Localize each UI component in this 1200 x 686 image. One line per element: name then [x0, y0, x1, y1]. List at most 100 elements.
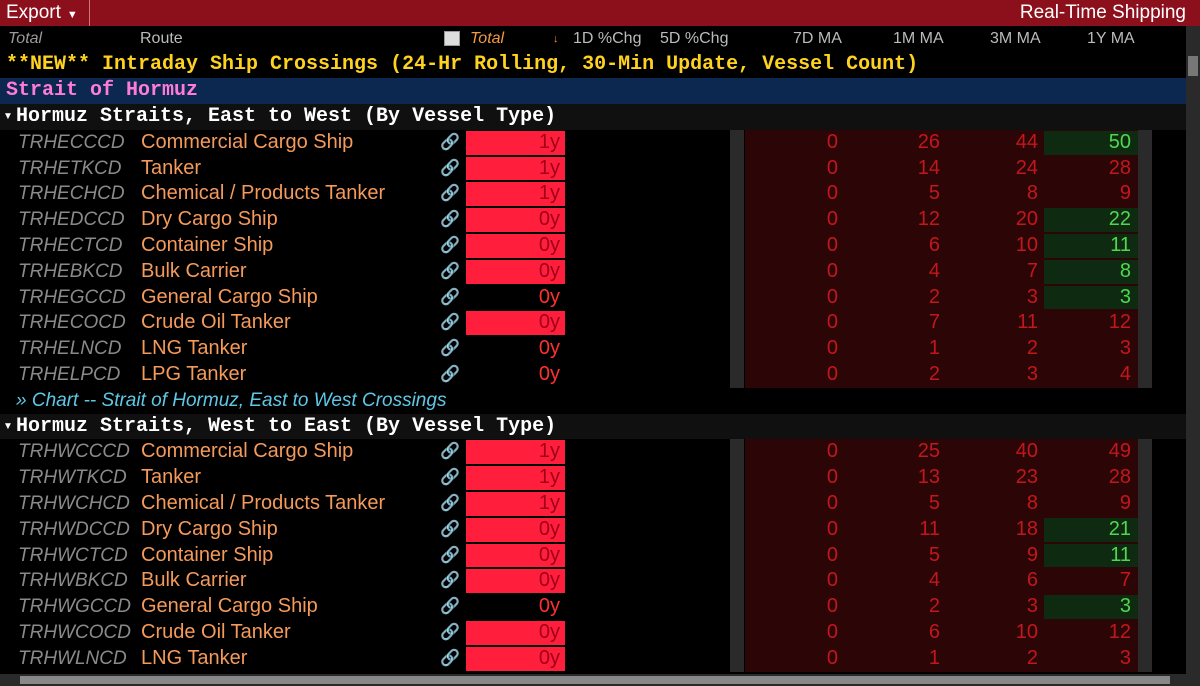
link-icon[interactable]: 🔗 — [440, 237, 460, 254]
route-name[interactable]: Bulk Carrier — [141, 259, 247, 282]
route-name[interactable]: Dry Cargo Ship — [141, 208, 278, 231]
scrollbar-vertical[interactable] — [1186, 26, 1200, 674]
total-value: 0y — [538, 569, 560, 592]
route-name[interactable]: Bulk Carrier — [141, 569, 247, 592]
link-icon[interactable]: 🔗 — [440, 314, 460, 332]
ma-1m: 1 — [928, 646, 940, 669]
group-header[interactable]: Hormuz Straits, East to West (By Vessel … — [0, 104, 1186, 130]
ticker[interactable]: TRHEBKCD — [18, 260, 123, 282]
ticker[interactable]: TRHECHCD — [18, 183, 125, 205]
ticker[interactable]: TRHWCOCD — [18, 622, 131, 643]
route-name[interactable]: Crude Oil Tanker — [141, 621, 291, 643]
column-header[interactable]: 3M MA — [990, 30, 1041, 47]
export-button[interactable]: Export ▼ — [0, 0, 90, 26]
link-icon[interactable]: 🔗 — [440, 262, 460, 280]
ma-1m: 5 — [928, 492, 940, 514]
export-label[interactable]: Export — [6, 2, 61, 23]
ticker[interactable]: TRHEGCCD — [18, 286, 126, 308]
ma-3m: 6 — [1026, 569, 1038, 592]
total-highlight — [466, 440, 565, 465]
ticker[interactable]: TRHECTCD — [18, 235, 123, 256]
route-name[interactable]: LNG Tanker — [141, 646, 248, 669]
column-header[interactable]: 1M MA — [893, 30, 944, 47]
link-icon[interactable]: 🔗 — [440, 159, 460, 177]
total-highlight — [466, 182, 565, 207]
ma-1y: 28 — [1108, 156, 1131, 179]
link-icon[interactable]: 🔗 — [440, 340, 460, 358]
ma-1m: 7 — [928, 311, 940, 334]
ticker[interactable]: TRHWCTCD — [18, 544, 128, 566]
scrollbar-thumb[interactable] — [1188, 56, 1198, 76]
link-icon[interactable]: 🔗 — [440, 211, 460, 229]
link-icon[interactable]: 🔗 — [440, 495, 460, 512]
ma-1y: 11 — [1110, 234, 1131, 256]
ticker[interactable]: TRHETKCD — [18, 157, 122, 179]
route-name[interactable]: LPG Tanker — [141, 363, 247, 385]
route-name[interactable]: Tanker — [141, 466, 202, 489]
route-name[interactable]: Commercial Cargo Ship — [141, 130, 354, 153]
route-name[interactable]: Crude Oil Tanker — [141, 311, 291, 334]
ticker[interactable]: TRHWCHCD — [18, 493, 130, 514]
ticker[interactable]: TRHWGCCD — [18, 596, 131, 618]
ma-up-highlight — [1044, 234, 1138, 258]
link-icon[interactable]: 🔗 — [440, 520, 460, 538]
link-icon[interactable]: 🔗 — [440, 649, 460, 667]
column-header[interactable]: Total — [470, 30, 505, 47]
link-icon[interactable]: 🔗 — [440, 443, 460, 461]
chart-icon[interactable] — [444, 31, 460, 46]
ticker[interactable]: TRHWDCCD — [18, 518, 130, 540]
link-icon[interactable]: 🔗 — [440, 185, 460, 203]
ma-7d: 0 — [826, 285, 838, 308]
route-name[interactable]: Chemical / Products Tanker — [141, 182, 386, 205]
column-header[interactable]: 1Y MA — [1087, 30, 1135, 47]
ma-separator — [1138, 439, 1152, 672]
route-name[interactable]: LNG Tanker — [141, 337, 248, 360]
collapse-arrow[interactable]: ▼ — [3, 420, 13, 432]
route-name[interactable]: General Cargo Ship — [141, 595, 318, 618]
link-icon[interactable]: 🔗 — [440, 598, 460, 616]
column-header[interactable]: 5D %Chg — [660, 30, 729, 47]
route-name[interactable]: Commercial Cargo Ship — [141, 440, 354, 463]
ma-3m: 3 — [1026, 363, 1038, 385]
ticker[interactable]: TRHWTKCD — [18, 467, 127, 489]
ma-7d: 0 — [826, 646, 838, 669]
column-header[interactable]: Total — [8, 30, 43, 47]
ma-3m: 2 — [1026, 646, 1038, 669]
route-name[interactable]: Container Ship — [141, 234, 274, 256]
sort-arrow: ↓ — [553, 33, 559, 45]
ticker[interactable]: TRHWBKCD — [18, 570, 128, 592]
column-header[interactable]: 7D MA — [793, 30, 842, 47]
total-value: 1y — [538, 156, 560, 179]
link-icon[interactable]: 🔗 — [440, 572, 460, 590]
ticker[interactable]: TRHECCCD — [18, 131, 125, 153]
link-icon[interactable]: 🔗 — [440, 546, 460, 564]
route-name[interactable]: General Cargo Ship — [141, 285, 318, 308]
total-value: 1y — [538, 182, 560, 205]
route-name[interactable]: Chemical / Products Tanker — [141, 492, 386, 514]
ma-3m: 40 — [1015, 440, 1038, 463]
ticker[interactable]: TRHELNCD — [18, 338, 122, 360]
link-icon[interactable]: 🔗 — [440, 624, 460, 641]
ticker[interactable]: TRHEDCCD — [18, 209, 125, 231]
ticker[interactable]: TRHWLNCD — [18, 647, 127, 669]
ticker[interactable]: TRHELPCD — [18, 364, 121, 385]
link-icon[interactable]: 🔗 — [440, 133, 460, 151]
ticker[interactable]: TRHECOCD — [18, 312, 126, 334]
ticker[interactable]: TRHWCCCD — [18, 441, 130, 463]
ma-up-highlight — [1044, 259, 1138, 284]
section-header: Strait of Hormuz — [0, 78, 1186, 104]
link-icon[interactable]: 🔗 — [440, 366, 460, 383]
link-icon[interactable]: 🔗 — [440, 469, 460, 487]
ma-1y: 49 — [1108, 440, 1131, 463]
dropdown-arrow[interactable]: ▼ — [66, 9, 78, 21]
link-icon[interactable]: 🔗 — [440, 288, 460, 306]
collapse-arrow[interactable]: ▼ — [3, 111, 13, 122]
scrollbar-thumb[interactable] — [20, 676, 1170, 684]
column-header[interactable]: Route — [140, 30, 183, 47]
chart-link[interactable]: » Chart -- Strait of Hormuz, East to Wes… — [16, 389, 447, 411]
route-name[interactable]: Tanker — [141, 156, 202, 179]
group-header[interactable]: Hormuz Straits, West to East (By Vessel … — [0, 413, 1186, 440]
column-header[interactable]: 1D %Chg — [573, 30, 642, 47]
route-name[interactable]: Dry Cargo Ship — [141, 517, 278, 540]
route-name[interactable]: Container Ship — [141, 543, 274, 566]
